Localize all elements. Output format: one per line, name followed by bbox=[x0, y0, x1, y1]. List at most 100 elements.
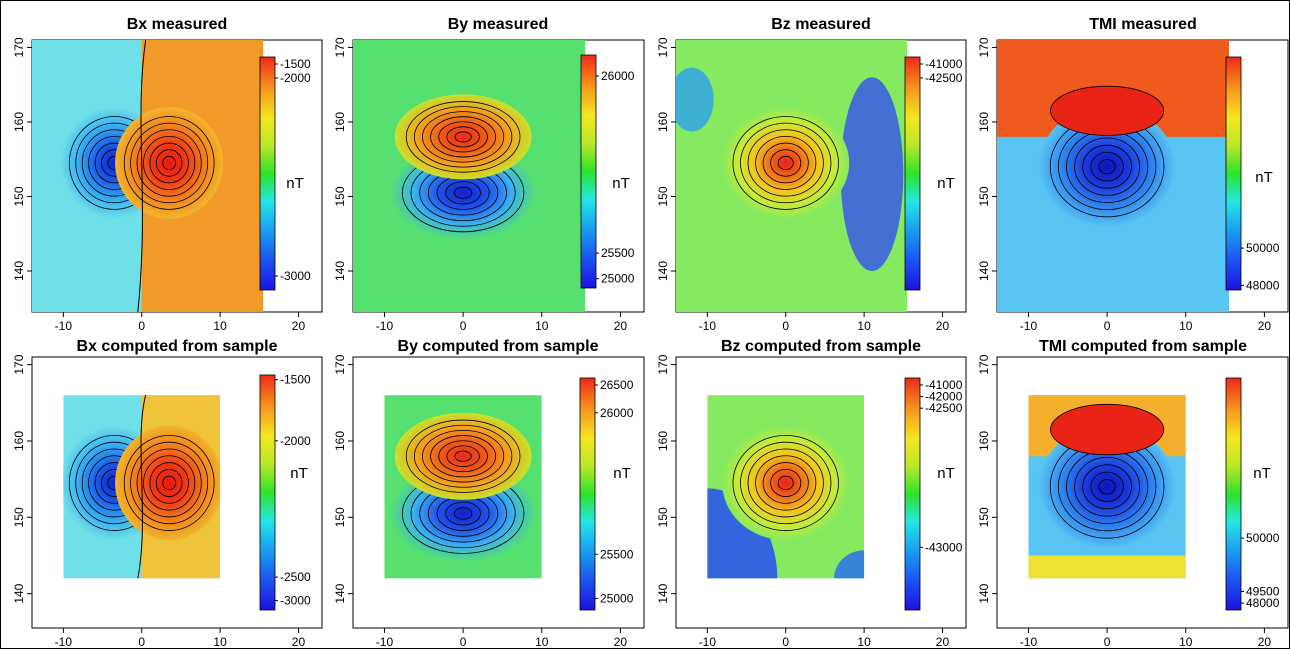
contour-line bbox=[740, 122, 832, 204]
contour-line bbox=[136, 448, 202, 518]
panel-title: TMI measured bbox=[1089, 16, 1197, 33]
y-tick-label: 170 bbox=[12, 37, 26, 57]
x-tick-label: -10 bbox=[55, 635, 73, 649]
contour-line bbox=[413, 106, 513, 168]
zero-contour bbox=[137, 40, 147, 312]
panel-title: Bz computed from sample bbox=[721, 338, 921, 355]
colorbar-label: -43000 bbox=[925, 540, 963, 554]
contour-line bbox=[430, 116, 497, 158]
low-region bbox=[707, 488, 778, 579]
contour-line bbox=[130, 122, 209, 204]
colorbar bbox=[904, 56, 921, 291]
y-tick-label: 170 bbox=[333, 354, 347, 374]
heatmap-image bbox=[63, 395, 221, 579]
contour-line bbox=[162, 155, 176, 170]
contour-line bbox=[445, 181, 481, 205]
positive-lobe bbox=[394, 412, 532, 500]
y-tick-label: 170 bbox=[977, 37, 991, 57]
contour-line bbox=[1098, 479, 1116, 495]
axes-frame bbox=[31, 356, 323, 629]
low-region bbox=[676, 67, 714, 132]
contour-line bbox=[732, 116, 839, 210]
heatmap-image bbox=[997, 40, 1230, 312]
y-tick-label: 140 bbox=[977, 583, 991, 603]
anomaly-peak bbox=[722, 425, 850, 541]
contour-line bbox=[143, 455, 196, 511]
panel-tmi-computed: -10 0 10 20 140 150 160 170 TMI computed from sa… bbox=[977, 338, 1289, 649]
contour-line bbox=[732, 434, 839, 531]
y-tick-label: 140 bbox=[333, 261, 347, 281]
colorbar-unit: nT bbox=[937, 175, 955, 192]
colorbar-label: -3000 bbox=[280, 594, 311, 608]
colorbar-unit: nT bbox=[290, 465, 308, 482]
x-tick-label: 0 bbox=[1104, 635, 1111, 649]
panel-title: Bz measured bbox=[771, 16, 871, 33]
contour-line bbox=[422, 111, 505, 163]
y-tick-label: 170 bbox=[12, 354, 26, 374]
contour-line bbox=[740, 441, 832, 525]
contour-line bbox=[445, 501, 481, 526]
x-tick-label: 0 bbox=[782, 319, 789, 333]
colorbar-label: 25500 bbox=[601, 246, 635, 260]
contour-line bbox=[446, 445, 480, 467]
heatmap-image bbox=[353, 40, 586, 312]
x-tick-label: -10 bbox=[376, 635, 394, 649]
contour-line bbox=[1098, 159, 1116, 175]
colorbar bbox=[580, 54, 597, 289]
contour-line bbox=[413, 424, 513, 488]
contour-line bbox=[454, 507, 473, 520]
x-tick-label: 20 bbox=[614, 635, 628, 649]
colorbar-unit: nT bbox=[1253, 465, 1271, 482]
panel-title: Bx measured bbox=[127, 16, 228, 33]
colorbar-label: -1500 bbox=[280, 373, 311, 387]
contour-line bbox=[777, 475, 794, 491]
y-tick-label: 160 bbox=[656, 431, 670, 451]
y-tick-label: 160 bbox=[977, 112, 991, 132]
colorbar-label: -42000 bbox=[925, 390, 963, 404]
y-tick-label: 150 bbox=[656, 507, 670, 527]
colorbar-label: -2500 bbox=[280, 570, 311, 584]
contour-line bbox=[1074, 137, 1141, 196]
colorbar-label: -42500 bbox=[925, 71, 963, 85]
contour-line bbox=[438, 440, 488, 473]
x-tick-label: 10 bbox=[535, 319, 549, 333]
colorbar bbox=[579, 377, 596, 611]
y-tick-label: 140 bbox=[12, 261, 26, 281]
colorbar-label: -41000 bbox=[925, 378, 963, 392]
colorbar-label: 26000 bbox=[601, 69, 635, 83]
axes-frame bbox=[352, 356, 645, 629]
colorbar-label: 25500 bbox=[600, 547, 634, 561]
panel-by-measured: -10 0 10 20 140 150 160 170 By measured 26000 2550… bbox=[333, 16, 645, 333]
lower-band bbox=[1028, 555, 1186, 579]
low-region bbox=[834, 550, 865, 579]
panel-title: Bx computed from sample bbox=[77, 338, 278, 355]
colorbar-label: -2000 bbox=[280, 71, 311, 85]
y-tick-label: 140 bbox=[12, 583, 26, 603]
x-tick-label: -10 bbox=[699, 319, 717, 333]
colorbar-label: 50000 bbox=[1246, 531, 1280, 545]
contour-line bbox=[747, 129, 824, 197]
positive-lobe bbox=[115, 425, 221, 541]
positive-lobe bbox=[394, 94, 532, 180]
x-tick-label: 0 bbox=[138, 635, 145, 649]
y-tick-label: 160 bbox=[12, 431, 26, 451]
colorbar-label: 48000 bbox=[1246, 278, 1280, 292]
contour-line bbox=[762, 142, 809, 184]
x-tick-label: 10 bbox=[857, 319, 871, 333]
contour-line bbox=[770, 468, 802, 497]
x-tick-label: -10 bbox=[1020, 635, 1038, 649]
y-tick-label: 170 bbox=[656, 37, 670, 57]
colorbar bbox=[1225, 377, 1242, 611]
x-tick-label: 0 bbox=[782, 635, 789, 649]
contour-line bbox=[755, 455, 817, 511]
heatmap-image bbox=[384, 395, 542, 579]
contour-line bbox=[446, 126, 480, 148]
x-tick-label: 10 bbox=[857, 635, 871, 649]
y-tick-label: 160 bbox=[333, 431, 347, 451]
colorbar-label: -1500 bbox=[280, 57, 311, 71]
zero-contour bbox=[137, 395, 147, 579]
contour-line bbox=[162, 475, 176, 491]
x-tick-label: 10 bbox=[535, 635, 549, 649]
anomaly-peak bbox=[722, 107, 850, 219]
axes-frame bbox=[996, 356, 1289, 629]
